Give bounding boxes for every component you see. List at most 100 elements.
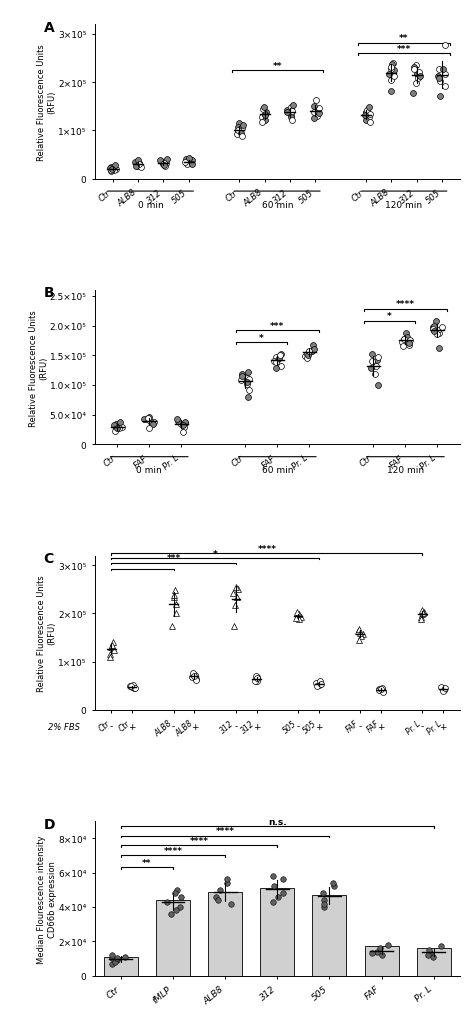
Point <box>416 69 424 85</box>
Point <box>312 675 320 692</box>
Point <box>416 65 423 81</box>
Point <box>365 100 373 116</box>
Point <box>387 73 395 89</box>
Point <box>278 347 285 363</box>
Point <box>172 903 179 919</box>
Point <box>189 665 196 681</box>
Point <box>229 585 237 602</box>
Point <box>161 158 168 174</box>
Point <box>357 629 365 645</box>
Point <box>288 112 296 128</box>
Point <box>355 632 363 648</box>
Text: ***: *** <box>270 321 284 331</box>
Point <box>287 100 295 116</box>
Point <box>115 421 123 437</box>
Point <box>297 609 304 625</box>
Point <box>254 669 261 685</box>
Point <box>170 587 177 604</box>
Point <box>426 945 434 961</box>
Text: +: + <box>315 722 322 731</box>
Point <box>367 361 375 377</box>
Point <box>160 156 168 172</box>
Y-axis label: Relative Fluorescence Units
(RFU): Relative Fluorescence Units (RFU) <box>37 575 57 692</box>
Text: *: * <box>259 334 264 342</box>
Point <box>212 889 220 905</box>
Point <box>182 153 189 169</box>
Point <box>320 892 328 908</box>
Point <box>192 671 200 687</box>
Point <box>410 62 418 78</box>
Point <box>371 367 378 383</box>
Text: 120 min: 120 min <box>385 200 423 209</box>
Point <box>127 678 134 695</box>
Point <box>245 382 253 398</box>
Point <box>310 337 317 353</box>
Point <box>173 411 180 428</box>
Y-axis label: Relative Fluorescence Units
(RFU): Relative Fluorescence Units (RFU) <box>37 44 57 161</box>
Point <box>304 348 312 364</box>
Point <box>187 156 194 172</box>
Point <box>441 79 449 95</box>
Point <box>374 350 381 366</box>
Point <box>141 411 148 428</box>
Point <box>439 62 447 78</box>
Point <box>117 415 124 431</box>
Point <box>410 60 418 76</box>
Text: +: + <box>128 722 136 731</box>
Text: ***: *** <box>166 554 181 563</box>
Point <box>162 156 170 172</box>
Point <box>275 351 283 367</box>
Point <box>238 367 246 383</box>
Point <box>356 625 364 641</box>
Point <box>314 104 322 120</box>
Text: -: - <box>234 722 237 731</box>
Point <box>440 682 448 699</box>
Point <box>388 62 395 78</box>
Text: -: - <box>421 722 424 731</box>
Text: ****: **** <box>216 826 235 835</box>
Point <box>441 67 449 83</box>
Text: +: + <box>439 722 447 731</box>
Point <box>235 116 243 132</box>
Point <box>230 618 237 634</box>
Point <box>355 621 363 637</box>
Point <box>182 415 189 431</box>
Point <box>292 611 300 627</box>
Point <box>133 158 141 174</box>
Point <box>109 635 117 651</box>
Point <box>188 153 196 169</box>
Point <box>127 678 134 695</box>
Point <box>418 607 425 623</box>
Point <box>191 671 199 687</box>
Point <box>310 111 318 127</box>
Text: **: ** <box>142 858 152 867</box>
Point <box>243 374 250 390</box>
Text: +: + <box>191 722 198 731</box>
Point <box>412 59 419 75</box>
Point <box>135 157 143 173</box>
Point <box>107 163 114 179</box>
Point <box>279 886 287 902</box>
Point <box>176 899 183 915</box>
Point <box>379 947 386 963</box>
Point <box>111 424 118 440</box>
Bar <box>417 948 451 976</box>
Point <box>413 67 420 83</box>
Point <box>391 63 398 79</box>
Point <box>252 671 259 687</box>
Point <box>108 160 115 176</box>
Point <box>373 353 381 369</box>
Bar <box>208 892 242 976</box>
Point <box>363 105 370 121</box>
Point <box>441 681 448 698</box>
Point <box>108 950 116 967</box>
Point <box>170 588 178 605</box>
Point <box>398 335 405 351</box>
Point <box>429 948 437 964</box>
Point <box>379 683 386 700</box>
Point <box>107 161 114 177</box>
Point <box>283 105 291 121</box>
Point <box>134 153 142 169</box>
Text: 0 min: 0 min <box>137 200 164 209</box>
Text: *: * <box>387 311 392 320</box>
